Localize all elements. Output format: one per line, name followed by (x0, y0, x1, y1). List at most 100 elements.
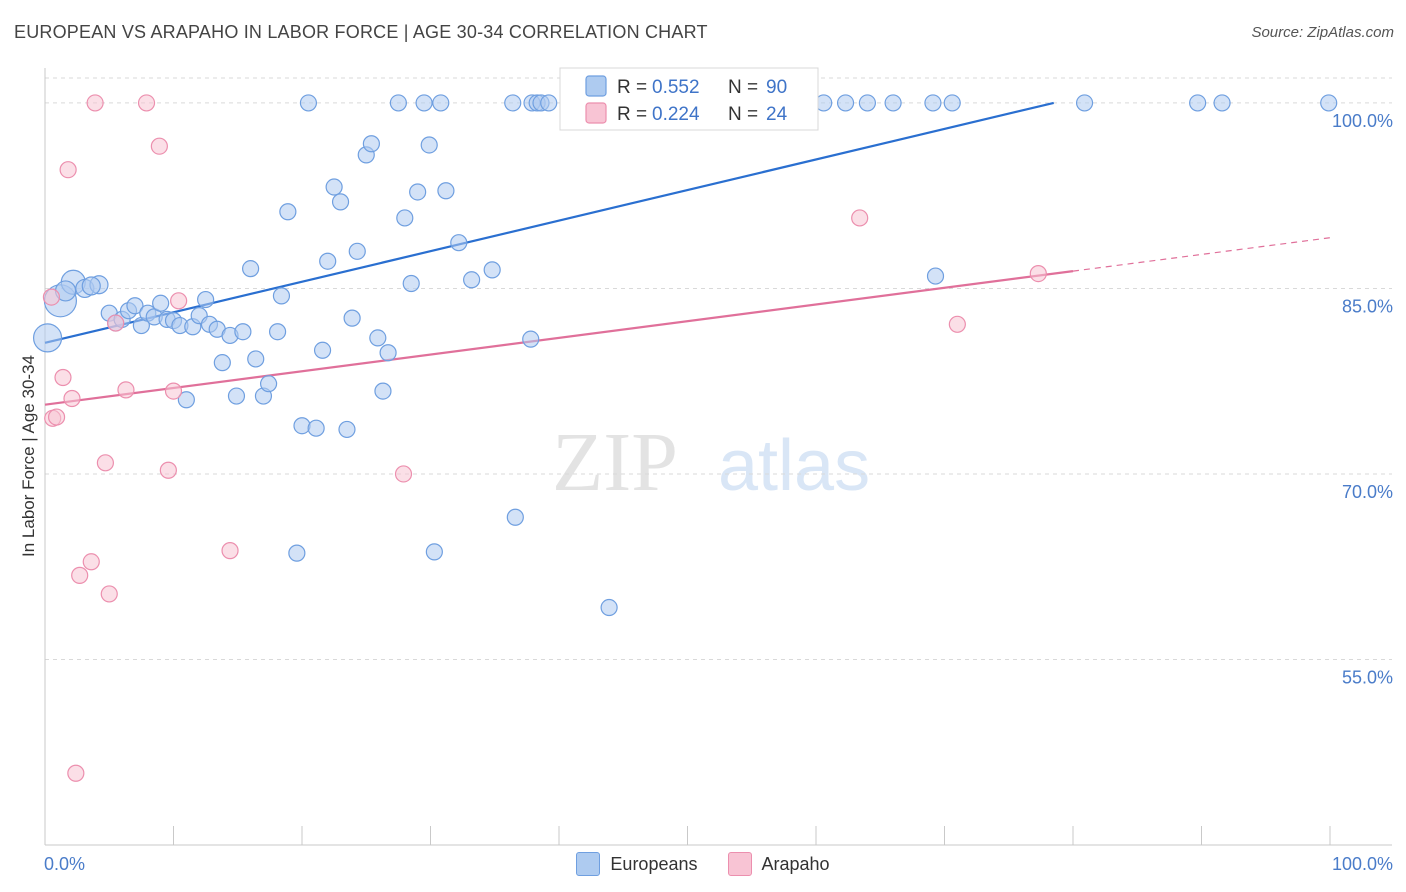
legend-r-label-europeans: R = (617, 77, 647, 98)
point-europeans (1320, 94, 1338, 112)
point-europeans (234, 323, 252, 341)
point-arapaho (948, 315, 966, 333)
point-europeans (836, 94, 855, 112)
point-europeans (177, 391, 195, 409)
point-europeans (522, 330, 540, 348)
point-arapaho (851, 209, 869, 227)
point-europeans (506, 508, 524, 526)
point-arapaho (71, 566, 89, 584)
point-europeans (504, 94, 522, 112)
point-europeans (331, 193, 350, 211)
y-tick-label: 100.0% (1332, 111, 1393, 131)
point-arapaho (86, 94, 104, 112)
point-europeans (197, 290, 215, 309)
point-europeans (425, 543, 443, 561)
trend-lines (44, 101, 1331, 406)
point-europeans (420, 136, 438, 154)
point-arapaho (107, 314, 125, 332)
point-arapaho (42, 288, 61, 306)
point-europeans (858, 94, 877, 112)
point-europeans (279, 203, 297, 221)
point-arapaho (137, 94, 156, 112)
point-europeans (213, 354, 231, 372)
point-europeans (463, 271, 481, 289)
watermark-atlas: atlas (718, 426, 870, 506)
point-europeans (540, 94, 558, 112)
point-europeans (348, 242, 366, 260)
point-arapaho (54, 368, 72, 387)
point-arapaho (100, 585, 118, 603)
point-europeans (943, 94, 961, 112)
point-europeans (362, 135, 380, 153)
axes (44, 68, 1392, 846)
point-europeans (450, 234, 468, 252)
tick-labels: 55.0% 70.0% 85.0% 100.0% 0.0% 100.0% (44, 111, 1393, 874)
point-europeans (415, 94, 433, 112)
point-europeans (242, 260, 260, 278)
point-arapaho (67, 764, 85, 782)
point-arapaho (117, 381, 135, 399)
point-europeans (313, 341, 332, 359)
point-europeans (126, 297, 144, 315)
point-europeans (268, 323, 287, 341)
series-legend-europeans: Europeans (576, 852, 698, 876)
legend-r-value-europeans: 0.552 (652, 77, 700, 98)
legend-n-label-arapaho: N = (728, 104, 758, 125)
series-swatch-arapaho (727, 852, 752, 876)
legend-n-label-europeans: N = (728, 77, 758, 98)
point-europeans (259, 375, 278, 393)
y-tick-label: 55.0% (1342, 667, 1393, 687)
point-europeans (409, 183, 427, 201)
point-arapaho (170, 292, 188, 310)
x-tick-label-max: 100.0% (1332, 854, 1393, 874)
point-europeans (288, 544, 306, 562)
series-label-europeans: Europeans (610, 853, 698, 874)
chart-title: EUROPEAN VS ARAPAHO IN LABOR FORCE | AGE… (14, 22, 708, 42)
point-europeans (402, 274, 420, 293)
point-europeans (369, 329, 387, 347)
point-arapaho (150, 137, 168, 155)
legend-n-value-arapaho: 24 (766, 104, 788, 125)
point-europeans (227, 387, 246, 405)
point-europeans (325, 178, 343, 196)
series-legend-arapaho: Arapaho (727, 852, 830, 876)
y-tick-label: 70.0% (1342, 482, 1393, 502)
watermark-zip: ZIP (552, 416, 678, 509)
point-arapaho (96, 454, 114, 472)
point-europeans (924, 94, 942, 112)
source-credit: Source: ZipAtlas.com (1251, 24, 1394, 41)
point-europeans (1189, 94, 1207, 112)
point-europeans (338, 420, 356, 439)
point-europeans (926, 267, 945, 285)
point-europeans (483, 261, 501, 279)
point-arapaho (82, 553, 100, 571)
point-europeans (81, 276, 101, 296)
trendline-europeans (44, 101, 1054, 344)
point-europeans (396, 209, 414, 227)
series-legend: Europeans Arapaho (0, 852, 1406, 876)
point-europeans (343, 309, 361, 327)
point-arapaho (164, 382, 183, 400)
point-arapaho (1029, 264, 1047, 283)
point-europeans (32, 323, 63, 353)
point-europeans (884, 94, 902, 112)
point-arapaho (47, 408, 66, 426)
point-europeans (152, 294, 170, 312)
grid-lines (45, 77, 1392, 660)
y-axis-label: In Labor Force | Age 30-34 (19, 355, 38, 557)
data-points (32, 94, 1338, 782)
series-swatch-europeans (576, 852, 601, 876)
point-europeans (379, 344, 397, 362)
point-europeans (319, 252, 337, 270)
legend-swatch-europeans (585, 75, 607, 97)
point-europeans (1075, 94, 1094, 112)
point-europeans (432, 94, 450, 112)
point-europeans (437, 182, 455, 200)
point-arapaho (394, 465, 413, 483)
point-europeans (600, 598, 618, 617)
point-europeans (389, 94, 407, 112)
point-europeans (272, 287, 291, 305)
point-europeans (299, 94, 318, 112)
x-tick-label-min: 0.0% (44, 854, 85, 874)
